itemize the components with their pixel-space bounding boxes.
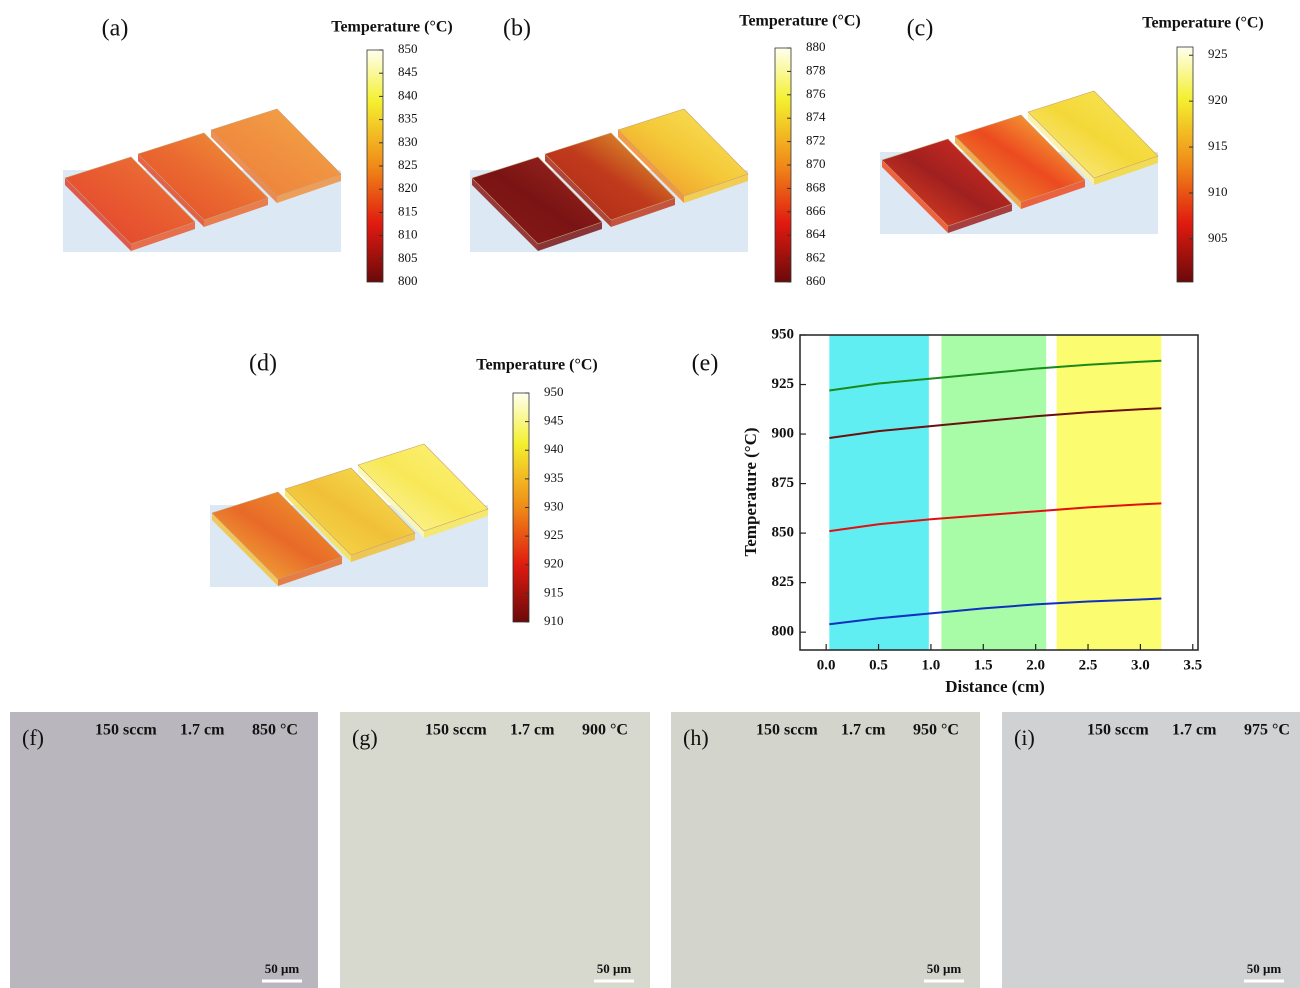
- panel-label: (d): [249, 351, 277, 377]
- scale-bar-label: 50 μm: [597, 961, 632, 976]
- colorbar-tick-label: 874: [806, 109, 826, 124]
- colorbar-tick-label: 940: [544, 441, 564, 456]
- y-tick-label: 850: [772, 525, 795, 541]
- colorbar-title: Temperature (°C): [739, 13, 860, 30]
- colorbar-tick-label: 835: [398, 111, 418, 126]
- y-tick-label: 950: [772, 326, 795, 342]
- condition-temperature: 850 °C: [252, 722, 298, 739]
- figure: (a) Temperature (°C) 800 805 810 815 820 825 830…: [0, 0, 1300, 988]
- x-tick-label: 1.0: [922, 657, 941, 673]
- colorbar-tick-label: 850: [398, 41, 418, 56]
- micrograph-label: (h): [683, 725, 709, 750]
- y-tick-label: 900: [772, 425, 795, 441]
- condition-flow: 150 sccm: [95, 722, 157, 739]
- colorbar: [1177, 47, 1193, 282]
- micrograph: [671, 712, 980, 988]
- colorbar-tick-label: 925: [544, 527, 564, 542]
- band: [941, 335, 1046, 650]
- colorbar-tick-label: 880: [806, 39, 826, 54]
- colorbar-tick-label: 905: [1208, 230, 1228, 245]
- y-tick-label: 925: [772, 376, 795, 392]
- colorbar-tick-label: 830: [398, 134, 418, 149]
- condition-distance: 1.7 cm: [841, 722, 886, 739]
- panel-label: (b): [503, 16, 531, 42]
- colorbar-tick-label: 920: [544, 556, 564, 571]
- condition-distance: 1.7 cm: [180, 722, 225, 739]
- panel-label: (c): [907, 16, 934, 42]
- scale-bar-label: 50 μm: [1247, 961, 1282, 976]
- micrograph-label: (f): [22, 725, 44, 750]
- colorbar-tick-label: 870: [806, 156, 826, 171]
- colorbar-tick-label: 800: [398, 273, 418, 288]
- colorbar-tick-label: 910: [1208, 184, 1228, 199]
- colorbar-tick-label: 815: [398, 203, 418, 218]
- colorbar-tick-label: 845: [398, 64, 418, 79]
- condition-distance: 1.7 cm: [510, 722, 555, 739]
- y-tick-label: 800: [772, 624, 795, 640]
- x-tick-label: 0.5: [869, 657, 888, 673]
- colorbar-tick-label: 930: [544, 498, 564, 513]
- colorbar-tick-label: 945: [544, 413, 564, 428]
- colorbar-tick-label: 950: [544, 384, 564, 399]
- colorbar-title: Temperature (°C): [331, 19, 452, 36]
- colorbar-tick-label: 878: [806, 62, 826, 77]
- colorbar-tick-label: 820: [398, 180, 418, 195]
- colorbar-tick-label: 862: [806, 250, 826, 265]
- condition-flow: 150 sccm: [1087, 722, 1149, 739]
- colorbar-tick-label: 935: [544, 470, 564, 485]
- panel-label: (a): [102, 16, 129, 42]
- micrograph: [1002, 712, 1300, 988]
- x-tick-label: 1.5: [974, 657, 993, 673]
- x-tick-label: 2.5: [1079, 657, 1098, 673]
- colorbar-tick-label: 868: [806, 179, 826, 194]
- x-tick-label: 3.0: [1131, 657, 1150, 673]
- condition-temperature: 900 °C: [582, 722, 628, 739]
- colorbar-title: Temperature (°C): [476, 357, 597, 374]
- condition-distance: 1.7 cm: [1172, 722, 1217, 739]
- colorbar-tick-label: 864: [806, 226, 826, 241]
- panel-label: (e): [692, 351, 719, 377]
- y-tick-label: 825: [772, 574, 795, 590]
- colorbar-tick-label: 915: [544, 584, 564, 599]
- colorbar-tick-label: 805: [398, 250, 418, 265]
- x-axis-label: Distance (cm): [945, 677, 1045, 696]
- colorbar-tick-label: 915: [1208, 138, 1228, 153]
- colorbar-tick-label: 810: [398, 227, 418, 242]
- colorbar-tick-label: 920: [1208, 92, 1228, 107]
- colorbar-tick-label: 825: [398, 157, 418, 172]
- y-axis-label: Temperature (°C): [741, 427, 760, 556]
- colorbar-title: Temperature (°C): [1142, 15, 1263, 32]
- condition-temperature: 975 °C: [1244, 722, 1290, 739]
- colorbar-tick-label: 925: [1208, 46, 1228, 61]
- colorbar-tick-label: 876: [806, 86, 826, 101]
- scale-bar-label: 50 μm: [927, 961, 962, 976]
- band: [829, 335, 929, 650]
- colorbar-tick-label: 910: [544, 613, 564, 628]
- micrograph-label: (g): [352, 725, 378, 750]
- condition-flow: 150 sccm: [425, 722, 487, 739]
- x-tick-label: 3.5: [1183, 657, 1202, 673]
- micrograph: [10, 712, 318, 988]
- scale-bar-label: 50 μm: [265, 961, 300, 976]
- micrograph: [340, 712, 650, 988]
- condition-temperature: 950 °C: [913, 722, 959, 739]
- micrograph-label: (i): [1014, 725, 1035, 750]
- condition-flow: 150 sccm: [756, 722, 818, 739]
- colorbar-tick-label: 840: [398, 87, 418, 102]
- x-tick-label: 0.0: [817, 657, 836, 673]
- x-tick-label: 2.0: [1026, 657, 1045, 673]
- colorbar-tick-label: 872: [806, 133, 826, 148]
- colorbar-tick-label: 866: [806, 203, 826, 218]
- y-tick-label: 875: [772, 475, 795, 491]
- colorbar-tick-label: 860: [806, 273, 826, 288]
